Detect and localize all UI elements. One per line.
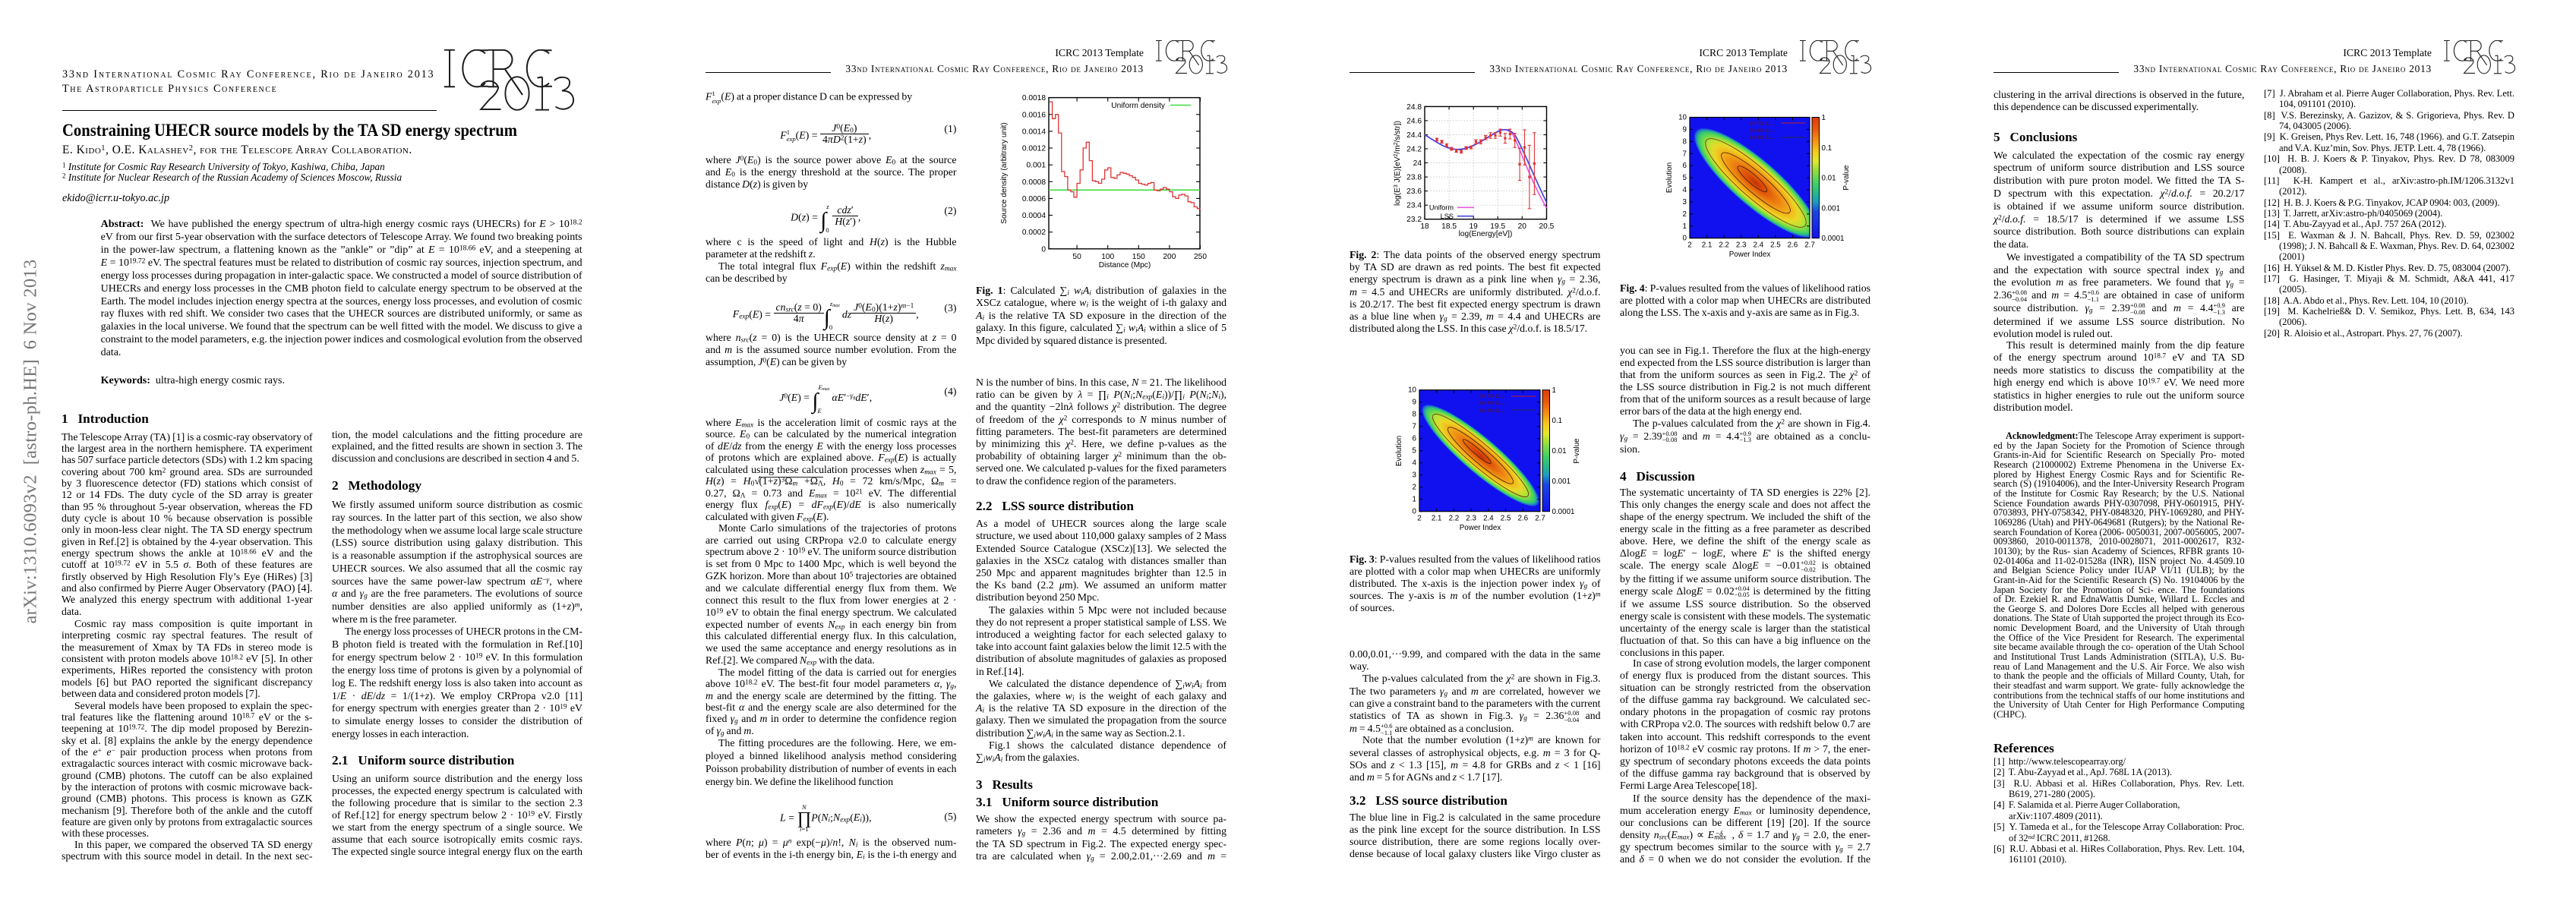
svg-text:0.01: 0.01 xyxy=(1552,447,1567,456)
svg-text:0.0004: 0.0004 xyxy=(1022,212,1046,220)
svg-text:0.001: 0.001 xyxy=(1552,478,1571,486)
svg-text:2.4: 2.4 xyxy=(1753,241,1763,250)
svg-text:20.5: 20.5 xyxy=(1539,222,1554,231)
svg-text:P-value: P-value xyxy=(1842,165,1851,191)
svg-text:4: 4 xyxy=(1683,186,1687,194)
svg-text:8: 8 xyxy=(1683,137,1687,146)
svg-text:0.0016: 0.0016 xyxy=(1022,111,1046,119)
svg-text:24.6: 24.6 xyxy=(1406,117,1422,125)
svg-text:7: 7 xyxy=(1683,150,1687,158)
svg-text:2.3: 2.3 xyxy=(1736,241,1747,250)
svg-text:2.5: 2.5 xyxy=(1501,515,1511,523)
svg-text:50: 50 xyxy=(1072,253,1081,261)
svg-text:Distance (Mpc): Distance (Mpc) xyxy=(1099,261,1151,270)
svg-text:0.0001: 0.0001 xyxy=(1822,235,1845,243)
svg-text:Evolution: Evolution xyxy=(1665,162,1674,193)
svg-text:23.2: 23.2 xyxy=(1406,216,1422,224)
svg-text:24.4: 24.4 xyxy=(1406,131,1422,140)
svg-text:99.7% C.L.: 99.7% C.L. xyxy=(1749,121,1775,127)
svg-text:0: 0 xyxy=(1041,245,1046,254)
svg-text:5: 5 xyxy=(1413,447,1417,456)
svg-text:6: 6 xyxy=(1413,435,1417,443)
svg-text:7: 7 xyxy=(1413,423,1416,431)
svg-text:0.001: 0.001 xyxy=(1822,204,1841,213)
svg-text:2.7: 2.7 xyxy=(1804,241,1815,250)
svg-text:100: 100 xyxy=(1101,253,1114,261)
svg-text:23.6: 23.6 xyxy=(1406,188,1422,196)
svg-text:2.1: 2.1 xyxy=(1432,515,1442,523)
svg-text:19: 19 xyxy=(1470,222,1479,231)
svg-text:9: 9 xyxy=(1413,399,1416,407)
svg-text:log(Energy[eV]): log(Energy[eV]) xyxy=(1459,230,1513,238)
svg-text:2.7: 2.7 xyxy=(1535,515,1545,523)
svg-text:0.0008: 0.0008 xyxy=(1022,178,1046,187)
svg-text:2.6: 2.6 xyxy=(1788,241,1798,250)
svg-text:P-value: P-value xyxy=(1573,438,1581,464)
svg-text:0: 0 xyxy=(1413,508,1417,516)
svg-text:3: 3 xyxy=(1683,198,1687,206)
svg-text:0.0001: 0.0001 xyxy=(1552,508,1575,516)
svg-text:1: 1 xyxy=(1413,496,1416,504)
svg-text:0.001: 0.001 xyxy=(1027,162,1046,170)
svg-text:Evolution: Evolution xyxy=(1395,436,1403,466)
svg-text:2.3: 2.3 xyxy=(1466,515,1476,523)
svg-text:Uniform density: Uniform density xyxy=(1111,102,1166,110)
svg-text:Source density (arbitrary unit: Source density (arbitrary unit) xyxy=(1000,122,1009,224)
svg-text:2.2: 2.2 xyxy=(1449,515,1460,523)
svg-text:0.0014: 0.0014 xyxy=(1022,128,1046,136)
svg-text:2.6: 2.6 xyxy=(1517,515,1528,523)
svg-text:23.4: 23.4 xyxy=(1406,202,1422,210)
svg-text:2.2: 2.2 xyxy=(1719,241,1729,250)
svg-text:log(E3 J(E)[eV2/m2/s/str]): log(E3 J(E)[eV2/m2/s/str]) xyxy=(1394,121,1402,206)
svg-text:3: 3 xyxy=(1413,471,1417,480)
svg-text:2: 2 xyxy=(1413,484,1416,492)
svg-text:6: 6 xyxy=(1683,162,1687,170)
svg-text:2: 2 xyxy=(1417,515,1421,523)
svg-text:99.7% C.L.: 99.7% C.L. xyxy=(1479,394,1505,399)
svg-text:68.3% C.L.: 68.3% C.L. xyxy=(1479,408,1505,414)
svg-text:200: 200 xyxy=(1163,253,1176,261)
svg-text:0.01: 0.01 xyxy=(1822,175,1836,183)
svg-text:95.4% C.L.: 95.4% C.L. xyxy=(1749,128,1775,134)
svg-text:0.1: 0.1 xyxy=(1552,417,1563,425)
svg-text:0.0002: 0.0002 xyxy=(1022,229,1046,237)
svg-text:Uniform: Uniform xyxy=(1429,204,1454,212)
svg-text:68.3% C.L.: 68.3% C.L. xyxy=(1749,135,1775,140)
svg-text:0.0018: 0.0018 xyxy=(1022,94,1046,102)
svg-text:LSS: LSS xyxy=(1441,213,1454,220)
svg-text:Power Index: Power Index xyxy=(1460,524,1501,532)
svg-text:9: 9 xyxy=(1683,125,1687,134)
svg-text:250: 250 xyxy=(1194,253,1207,261)
svg-text:24.2: 24.2 xyxy=(1406,146,1422,154)
svg-text:Power Index: Power Index xyxy=(1729,251,1771,259)
svg-text:10: 10 xyxy=(1678,114,1687,122)
svg-text:1: 1 xyxy=(1552,386,1556,395)
svg-text:19.5: 19.5 xyxy=(1490,222,1505,231)
svg-text:1: 1 xyxy=(1822,114,1826,122)
svg-text:0.0006: 0.0006 xyxy=(1022,195,1046,203)
svg-text:4: 4 xyxy=(1413,459,1417,468)
svg-text:10: 10 xyxy=(1408,386,1416,395)
svg-text:2.1: 2.1 xyxy=(1702,241,1713,250)
svg-text:2.4: 2.4 xyxy=(1483,515,1494,523)
svg-text:8: 8 xyxy=(1413,411,1417,419)
svg-text:0: 0 xyxy=(1683,235,1687,243)
svg-text:150: 150 xyxy=(1132,253,1145,261)
svg-text:24.8: 24.8 xyxy=(1406,103,1422,112)
svg-text:23.8: 23.8 xyxy=(1406,174,1422,182)
svg-text:1: 1 xyxy=(1683,222,1687,231)
svg-text:18: 18 xyxy=(1420,222,1429,231)
svg-text:0.1: 0.1 xyxy=(1822,144,1833,153)
svg-text:2: 2 xyxy=(1687,241,1691,250)
svg-text:2: 2 xyxy=(1683,210,1687,219)
svg-text:24: 24 xyxy=(1413,159,1422,168)
svg-text:20: 20 xyxy=(1518,222,1527,231)
svg-text:2.5: 2.5 xyxy=(1770,241,1781,250)
svg-text:95.4% C.L.: 95.4% C.L. xyxy=(1479,401,1505,406)
svg-text:5: 5 xyxy=(1683,174,1687,182)
svg-text:18.5: 18.5 xyxy=(1441,222,1457,231)
svg-text:0.0012: 0.0012 xyxy=(1022,145,1046,153)
